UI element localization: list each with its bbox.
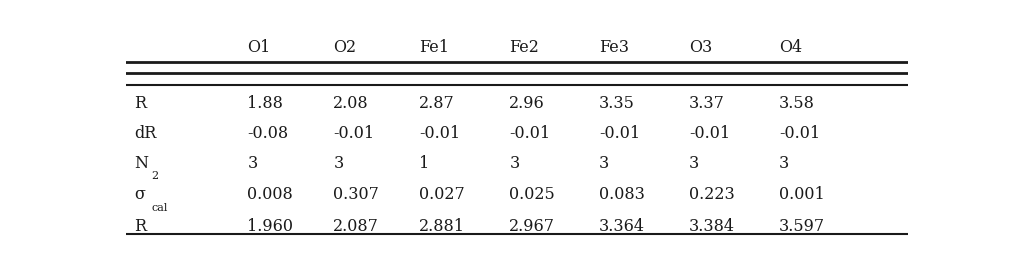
Text: 2.87: 2.87 — [420, 95, 455, 112]
Text: -0.01: -0.01 — [599, 125, 641, 142]
Text: 3: 3 — [689, 155, 699, 172]
Text: 0.083: 0.083 — [599, 186, 645, 203]
Text: O4: O4 — [779, 39, 802, 56]
Text: 0.001: 0.001 — [779, 186, 824, 203]
Text: 1: 1 — [420, 155, 430, 172]
Text: 2.881: 2.881 — [420, 218, 465, 235]
Text: 3: 3 — [247, 155, 257, 172]
Text: R: R — [134, 95, 146, 112]
Text: 2.967: 2.967 — [510, 218, 555, 235]
Text: 3: 3 — [599, 155, 609, 172]
Text: 3: 3 — [333, 155, 344, 172]
Text: -0.01: -0.01 — [779, 125, 820, 142]
Text: -0.01: -0.01 — [689, 125, 731, 142]
Text: 2.08: 2.08 — [333, 95, 369, 112]
Text: σ: σ — [134, 186, 145, 203]
Text: O3: O3 — [689, 39, 712, 56]
Text: 2: 2 — [151, 170, 158, 181]
Text: -0.01: -0.01 — [333, 125, 374, 142]
Text: N: N — [134, 155, 148, 172]
Text: 3: 3 — [779, 155, 789, 172]
Text: 1.88: 1.88 — [247, 95, 284, 112]
Text: 1.960: 1.960 — [247, 218, 294, 235]
Text: cal: cal — [151, 203, 167, 213]
Text: -0.01: -0.01 — [510, 125, 551, 142]
Text: 0.025: 0.025 — [510, 186, 555, 203]
Text: R: R — [134, 218, 146, 235]
Text: 0.027: 0.027 — [420, 186, 465, 203]
Text: 2.96: 2.96 — [510, 95, 545, 112]
Text: -0.08: -0.08 — [247, 125, 289, 142]
Text: O2: O2 — [333, 39, 356, 56]
Text: 0.307: 0.307 — [333, 186, 379, 203]
Text: 0.008: 0.008 — [247, 186, 293, 203]
Text: 3.35: 3.35 — [599, 95, 635, 112]
Text: 3.597: 3.597 — [779, 218, 825, 235]
Text: Fe1: Fe1 — [420, 39, 449, 56]
Text: -0.01: -0.01 — [420, 125, 460, 142]
Text: Fe3: Fe3 — [599, 39, 630, 56]
Text: 3: 3 — [510, 155, 520, 172]
Text: 3.384: 3.384 — [689, 218, 736, 235]
Text: 2.087: 2.087 — [333, 218, 379, 235]
Text: 0.223: 0.223 — [689, 186, 735, 203]
Text: dR: dR — [134, 125, 156, 142]
Text: 3.364: 3.364 — [599, 218, 645, 235]
Text: O1: O1 — [247, 39, 270, 56]
Text: 3.37: 3.37 — [689, 95, 725, 112]
Text: 3.58: 3.58 — [779, 95, 815, 112]
Text: Fe2: Fe2 — [510, 39, 539, 56]
